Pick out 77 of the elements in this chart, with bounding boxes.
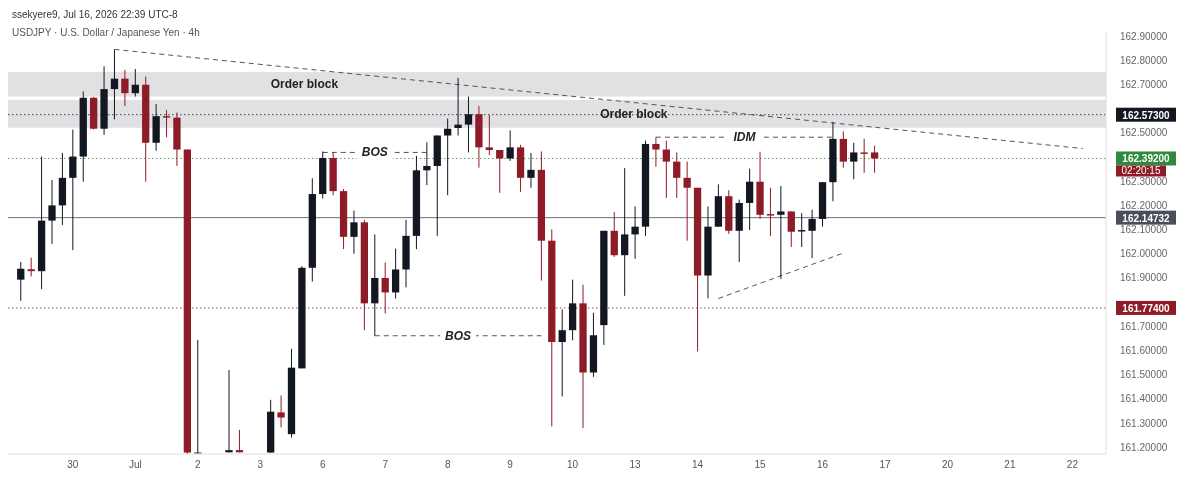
candlestick [870,145,879,174]
chart-subtitle: ssekyere9, Jul 16, 2026 22:39 UTC-8 [12,9,179,20]
x-tick-label: Jul [128,459,142,470]
ref-line-label: 162.57300 [1122,109,1171,121]
x-tick-label: 17 [879,459,891,470]
x-tick-label: 2 [195,459,201,470]
candlestick [48,179,56,245]
x-tick-label: 8 [444,459,451,470]
candlestick [444,118,452,196]
y-tick-label: 161.70000 [1120,320,1168,332]
x-tick-label: 9 [507,459,514,470]
chart-title: USDJPY · U.S. Dollar / Japanese Yen · 4h [12,27,200,38]
candlestick [652,136,660,168]
candlestick [850,142,858,180]
candlestick [662,140,670,199]
candlestick [350,209,358,255]
ref-line-label: 162.14732 [1122,212,1171,224]
candlestick [777,185,785,280]
candlestick [631,205,639,260]
x-tick-label: 15 [754,459,767,470]
x-tick-label: 6 [319,459,326,470]
candlestick [527,152,535,189]
candlestick [506,129,514,162]
ref-line-label: 162.39200 [1122,153,1171,165]
y-tick-label: 162.90000 [1120,30,1168,42]
candlestick [27,257,35,277]
x-tick-label: 30 [67,459,79,470]
candlestick [860,138,868,174]
y-tick-label: 162.30000 [1120,175,1168,187]
candlestick [485,114,493,156]
y-tick-label: 162.00000 [1120,248,1168,260]
x-tick-label: 21 [1004,459,1016,470]
y-tick-label: 162.10000 [1120,224,1168,236]
candlestick [277,394,285,428]
y-tick-label: 161.20000 [1120,441,1168,453]
candlestick [69,129,77,251]
ref-line-label: 161.77400 [1122,302,1171,314]
y-tick-label: 161.50000 [1120,369,1168,381]
candlestick [162,109,171,138]
candlestick [798,212,806,248]
candlestick [673,151,681,199]
y-tick-label: 161.30000 [1120,417,1168,429]
x-tick-label: 20 [941,459,954,470]
candlestick [745,168,754,231]
candlestick [121,69,129,107]
x-tick-label: 22 [1066,459,1079,470]
candlestick [839,130,847,169]
x-tick-label: 14 [692,459,704,470]
candlestick [496,149,504,194]
x-tick-label: 13 [629,459,642,470]
candlestick [225,369,233,453]
y-tick-label: 162.80000 [1120,54,1168,66]
candlestick [17,261,25,302]
candlestick [621,167,629,297]
text: 02:20:15 [1121,165,1161,177]
candlestick [683,161,691,242]
x-tick-label: 10 [567,459,579,470]
series-label: BOS [361,145,388,160]
y-tick-label: 162.20000 [1120,199,1168,211]
y-tick-label: 161.40000 [1120,393,1168,405]
candlestick [808,209,816,259]
candlestick [787,210,795,248]
band-label: Order block [270,77,339,92]
series-label: BOS [445,328,472,343]
x-tick-label: 3 [257,459,264,470]
candlestick [766,187,775,237]
x-tick-label: 7 [382,459,389,470]
y-tick-label: 162.50000 [1120,127,1168,139]
candlestick [391,248,400,299]
y-tick-label: 162.70000 [1120,78,1168,90]
band-label: Order block [600,106,668,121]
candlestick [131,68,139,98]
x-tick-label: 16 [816,459,829,470]
candlestick [558,308,566,397]
y-tick-label: 161.90000 [1120,272,1168,284]
y-tick-label: 161.60000 [1120,345,1168,357]
series-label: IDM [733,130,757,145]
